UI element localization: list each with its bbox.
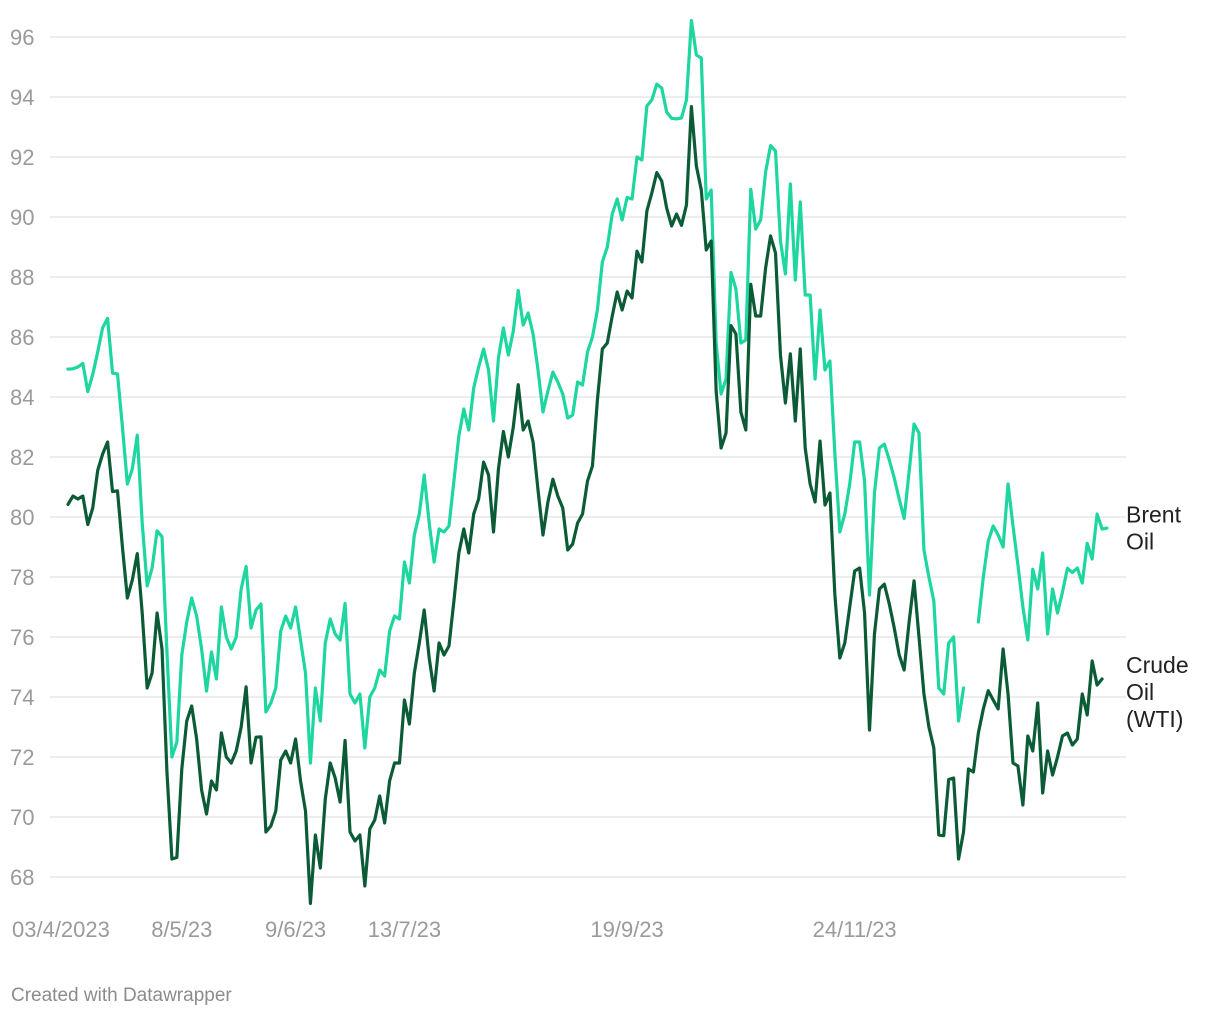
x-tick-label-4: 19/9/23 [590,917,663,942]
series-lines [66,18,1109,905]
x-tick-label-5: 24/11/23 [813,917,897,942]
y-tick-label-70: 70 [10,805,34,830]
series-label-line: Crude [1126,652,1189,678]
series-label-line: Brent [1126,502,1182,528]
series-line-brent-oil [66,18,1109,765]
y-tick-label-86: 86 [10,325,34,350]
series-label-line: Oil [1126,679,1154,705]
series-line-crude-oil-wti [66,105,1104,905]
y-tick-label-72: 72 [10,745,34,770]
gridlines [50,36,1126,878]
series-label-line: (WTI) [1126,706,1183,732]
y-tick-label-92: 92 [10,145,34,170]
y-tick-label-68: 68 [10,865,34,890]
y-axis-ticks: 68 70 72 74 76 78 80 82 84 86 88 90 92 94 96 [10,25,34,890]
y-tick-label-84: 84 [10,385,34,410]
y-tick-label-96: 96 [10,25,34,50]
y-tick-label-90: 90 [10,205,34,230]
y-tick-label-88: 88 [10,265,34,290]
x-tick-label-1: 8/5/23 [151,917,212,942]
y-tick-label-76: 76 [10,625,34,650]
series-label-brent-oil: Brent Oil [1126,502,1182,555]
x-axis-ticks: 03/4/2023 8/5/23 9/6/23 13/7/23 19/9/23 24/11… [12,917,897,942]
y-tick-label-80: 80 [10,505,34,530]
y-tick-label-78: 78 [10,565,34,590]
y-tick-label-94: 94 [10,85,34,110]
credit-text: Created with Datawrapper [11,985,232,1006]
x-tick-label-3: 13/7/23 [368,917,441,942]
y-tick-label-74: 74 [10,685,34,710]
y-tick-label-82: 82 [10,445,34,470]
series-label-line: Oil [1126,529,1154,555]
series-label-crude-oil-wti: Crude Oil (WTI) [1126,652,1189,732]
x-tick-label-2: 9/6/23 [265,917,326,942]
x-tick-label-0: 03/4/2023 [12,917,110,942]
